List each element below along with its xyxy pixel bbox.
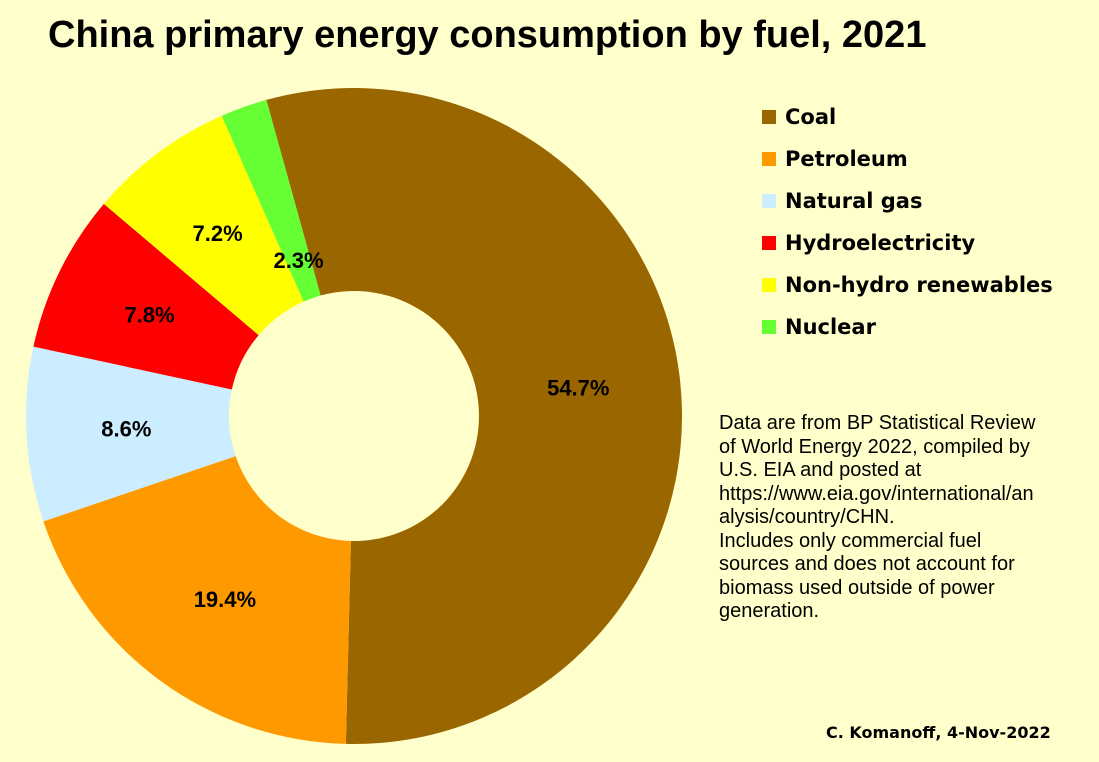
slice-hydroelectricity xyxy=(33,203,259,390)
legend-item-petroleum: Petroleum xyxy=(762,138,1053,180)
legend-swatch xyxy=(762,152,776,166)
legend-swatch xyxy=(762,236,776,250)
legend-item-hydroelectricity: Hydroelectricity xyxy=(762,222,1053,264)
slice-petroleum xyxy=(43,456,351,744)
legend-label: Hydroelectricity xyxy=(785,231,976,255)
legend-swatch xyxy=(762,194,776,208)
slice-coal xyxy=(266,87,682,745)
legend-item-coal: Coal xyxy=(762,96,1053,138)
chart-title: China primary energy consumption by fuel… xyxy=(48,14,927,56)
legend: Coal Petroleum Natural gas Hydroelectricity… xyxy=(762,96,1053,348)
value-label-natural-gas: 8.6% xyxy=(101,416,151,441)
value-label-nuclear: 2.3% xyxy=(273,248,323,273)
slice-natural-gas xyxy=(25,346,236,522)
legend-label: Coal xyxy=(785,105,837,129)
source-note: Data are from BP Statistical Review of W… xyxy=(719,412,1036,622)
legend-swatch xyxy=(762,320,776,334)
legend-swatch xyxy=(762,110,776,124)
value-label-non-hydro-renewables: 7.2% xyxy=(193,221,243,246)
slice-nuclear xyxy=(221,99,321,302)
legend-item-non-hydro-renewables: Non-hydro renewables xyxy=(762,264,1053,306)
legend-label: Non-hydro renewables xyxy=(785,273,1053,297)
legend-label: Nuclear xyxy=(785,315,876,339)
value-label-coal: 54.7% xyxy=(547,376,609,401)
legend-swatch xyxy=(762,278,776,292)
legend-item-nuclear: Nuclear xyxy=(762,306,1053,348)
slice-non-hydro-renewables xyxy=(103,115,304,336)
legend-label: Natural gas xyxy=(785,189,923,213)
value-label-hydroelectricity: 7.8% xyxy=(124,303,174,328)
legend-item-natural-gas: Natural gas xyxy=(762,180,1053,222)
legend-label: Petroleum xyxy=(785,147,908,171)
author-credit: C. Komanoff, 4-Nov-2022 xyxy=(826,723,1051,742)
value-label-petroleum: 19.4% xyxy=(194,587,256,612)
